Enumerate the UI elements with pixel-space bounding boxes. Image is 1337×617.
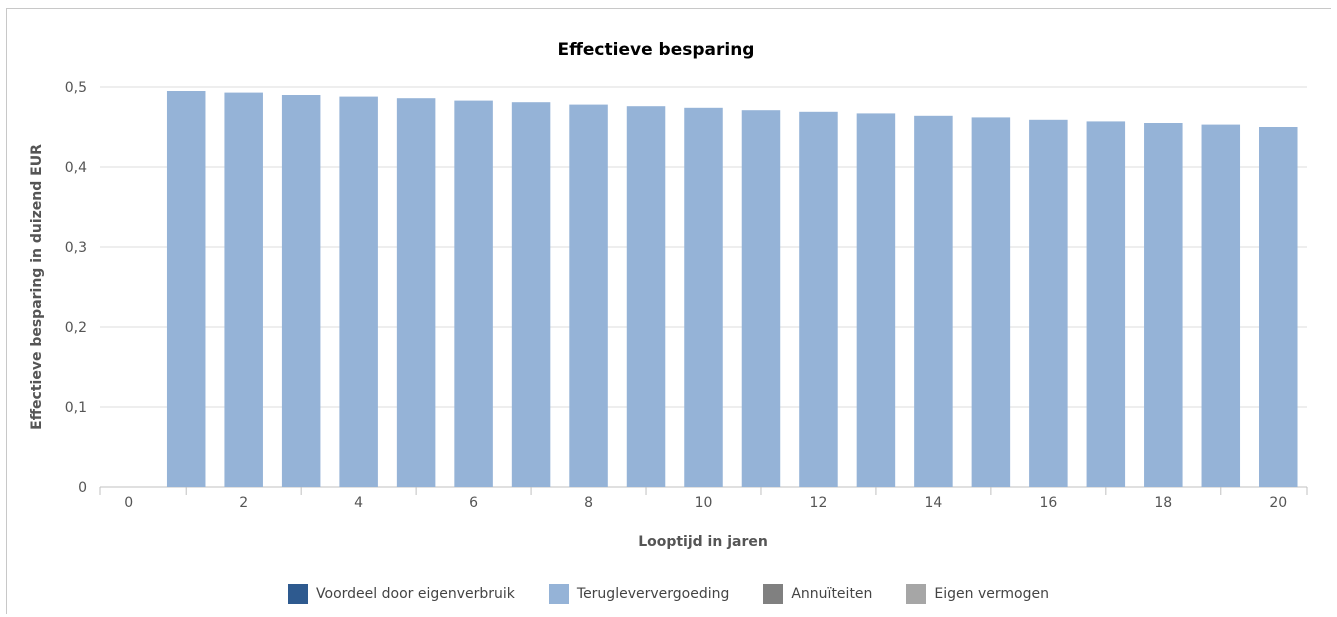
bar[interactable]	[1086, 121, 1126, 488]
bar[interactable]	[1259, 127, 1298, 487]
bar[interactable]	[741, 110, 781, 487]
legend-label: Terugleververgoeding	[576, 586, 730, 602]
bar[interactable]	[569, 104, 608, 487]
x-tick-label: 8	[584, 495, 593, 511]
legend: Voordeel door eigenverbruik Terugleverver…	[0, 584, 1337, 604]
legend-label: Eigen vermogen	[934, 586, 1049, 602]
bar[interactable]	[166, 91, 206, 487]
bar-chart: Effectieve besparing 0 0,1 0,2 0,3 0,4 0,5 0 2…	[29, 40, 1308, 550]
x-axis-ticks: 0 2 4 6 8 10 12 14 16 18 20	[99, 487, 1308, 511]
legend-item[interactable]: Eigen vermogen	[906, 584, 1049, 604]
bar[interactable]	[626, 106, 666, 487]
y-tick-label: 0,4	[65, 160, 87, 176]
legend-label: Voordeel door eigenverbruik	[316, 586, 515, 602]
y-axis-title: Effectieve besparing in duizend EUR	[29, 144, 45, 430]
legend-item[interactable]: Voordeel door eigenverbruik	[288, 584, 515, 604]
legend-item[interactable]: Terugleververgoeding	[548, 584, 730, 604]
bar[interactable]	[799, 111, 838, 488]
chart-title: Effectieve besparing	[558, 40, 755, 60]
legend-swatch	[906, 584, 927, 604]
x-tick-label: 10	[695, 495, 713, 511]
x-tick-label: 14	[924, 495, 942, 511]
bar[interactable]	[1201, 124, 1241, 487]
y-tick-label: 0,3	[65, 240, 87, 256]
bar[interactable]	[339, 96, 378, 487]
x-tick-label: 18	[1154, 495, 1172, 511]
x-tick-label: 16	[1039, 495, 1057, 511]
x-tick-label: 0	[124, 495, 133, 511]
bar[interactable]	[396, 98, 436, 487]
x-tick-label: 20	[1269, 495, 1287, 511]
legend-label: Annuïteiten	[791, 586, 873, 602]
legend-item[interactable]: Annuïteiten	[763, 584, 872, 604]
y-tick-label: 0,2	[65, 320, 87, 336]
bar[interactable]	[1144, 123, 1183, 487]
y-axis-ticks: 0 0,1 0,2 0,3 0,4 0,5	[65, 80, 87, 496]
bar[interactable]	[971, 117, 1011, 488]
legend-swatch	[288, 584, 309, 604]
bar[interactable]	[1029, 119, 1068, 488]
x-tick-label: 6	[469, 495, 478, 511]
chart-frame	[6, 8, 1331, 614]
bar[interactable]	[224, 92, 263, 487]
x-tick-label: 4	[354, 495, 363, 511]
bar[interactable]	[684, 107, 723, 488]
x-tick-label: 12	[810, 495, 828, 511]
bars	[166, 91, 1298, 488]
legend-swatch	[763, 584, 784, 604]
legend-swatch	[548, 584, 569, 604]
x-axis-title: Looptijd in jaren	[638, 534, 768, 550]
bar[interactable]	[281, 95, 321, 487]
y-tick-label: 0,1	[65, 400, 87, 416]
bar[interactable]	[511, 102, 551, 487]
bar[interactable]	[856, 113, 896, 488]
y-tick-label: 0	[78, 480, 87, 496]
y-tick-label: 0,5	[65, 80, 87, 96]
x-tick-label: 2	[239, 495, 248, 511]
bar[interactable]	[914, 115, 953, 488]
bar[interactable]	[454, 100, 493, 487]
